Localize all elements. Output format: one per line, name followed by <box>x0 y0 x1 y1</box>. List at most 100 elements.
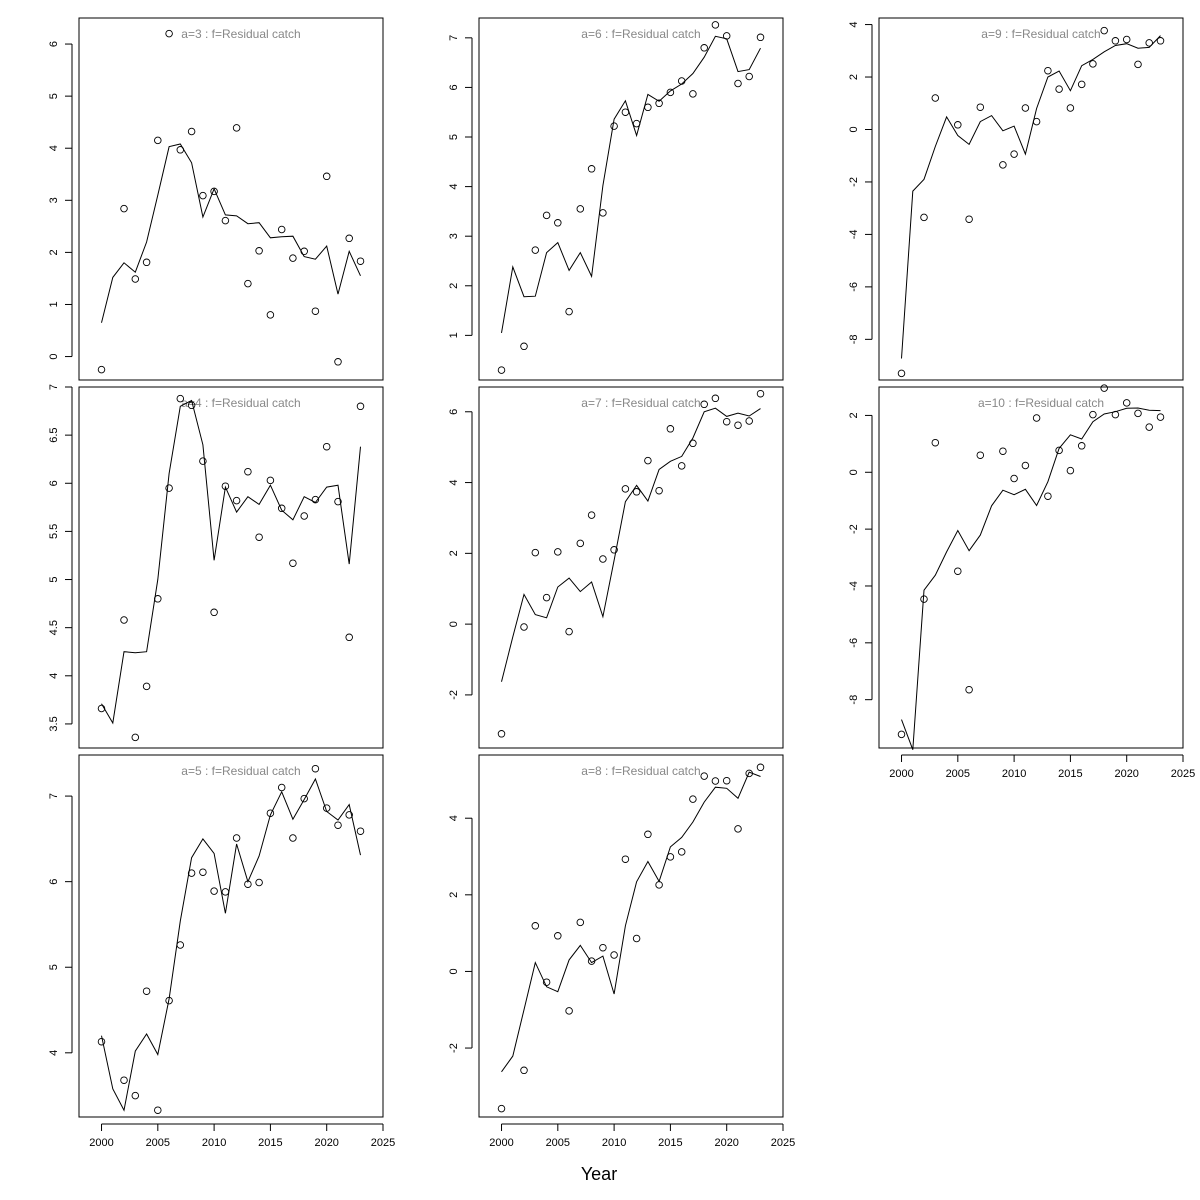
y-tick-label: 6 <box>448 84 460 90</box>
observed-point <box>576 539 585 548</box>
observed-point <box>289 834 297 842</box>
observed-point <box>131 1091 140 1100</box>
observed-point <box>154 595 162 603</box>
observed-point <box>176 941 185 949</box>
observed-point <box>677 462 686 470</box>
observed-point <box>142 987 151 995</box>
observed-point <box>277 783 286 792</box>
y-tick-label: 0 <box>48 353 60 359</box>
observed-point <box>266 809 275 817</box>
y-tick-label: 5 <box>48 964 60 970</box>
observed-point <box>976 451 985 459</box>
observed-point <box>542 211 551 220</box>
observed-point <box>345 234 353 243</box>
observed-point <box>666 853 675 861</box>
y-tick-label: 4 <box>448 479 460 485</box>
observed-point <box>542 978 551 986</box>
observed-point <box>142 682 151 691</box>
fitted-line <box>501 407 761 682</box>
plot-frame <box>78 17 384 381</box>
y-tick-label: 2 <box>448 892 460 898</box>
observed-point <box>266 311 275 319</box>
y-tick-label: -4 <box>848 581 860 591</box>
observed-point <box>1032 117 1041 126</box>
observed-point <box>999 447 1007 455</box>
y-tick-label: -8 <box>848 695 860 705</box>
observed-point <box>610 546 618 554</box>
y-tick-label: 5.5 <box>48 524 60 539</box>
plot-frame <box>78 754 384 1118</box>
panel-6: a=9 : f=Residual catch -8 -6 -4 -2 0 2 4 <box>848 17 1184 381</box>
x-tick-label: 2025 <box>771 1137 795 1149</box>
y-tick-label: 2 <box>448 550 460 556</box>
observed-point <box>756 33 765 42</box>
y-tick-label: 5 <box>48 93 60 99</box>
observed-point <box>1044 492 1052 500</box>
observed-point <box>300 247 308 256</box>
x-tick-label: 2010 <box>1002 768 1026 780</box>
observed-point <box>734 825 742 833</box>
plot-frame <box>78 386 384 749</box>
y-tick-label: 3 <box>448 233 460 239</box>
observed-point <box>531 246 540 254</box>
observed-point <box>621 485 630 493</box>
observed-point <box>531 922 540 930</box>
observed-point <box>1077 80 1086 89</box>
y-tick-label: 4 <box>448 184 460 190</box>
plot-frame <box>478 386 784 749</box>
observed-point <box>745 769 753 778</box>
observed-point <box>632 488 641 496</box>
observed-point <box>497 1104 506 1113</box>
y-tick-label: -8 <box>848 334 860 344</box>
fitted-line <box>101 399 361 725</box>
observed-point <box>1066 104 1075 112</box>
observed-point <box>931 438 940 447</box>
panel-2: a=5 : f=Residual catch 4 5 6 7 2000 2005 2010 20… <box>48 754 395 1149</box>
y-tick-label: 0 <box>848 469 860 475</box>
y-tick-label: 4.5 <box>48 620 60 635</box>
observed-point <box>1066 466 1075 475</box>
observed-point <box>554 932 562 940</box>
panel-title: a=9 : f=Residual catch <box>981 27 1100 41</box>
observed-point <box>187 401 196 410</box>
x-tick-label: 2025 <box>1171 768 1195 780</box>
observed-point <box>356 402 365 411</box>
y-tick-label: -6 <box>848 282 860 292</box>
observed-point <box>1122 35 1131 44</box>
observed-point <box>520 623 528 631</box>
observed-point <box>154 1106 162 1114</box>
x-tick-label: 2005 <box>546 1137 570 1149</box>
fitted-line <box>901 35 1161 359</box>
observed-point <box>756 763 765 772</box>
observed-point <box>120 616 128 624</box>
observed-point <box>1100 26 1108 35</box>
observed-point <box>520 1066 528 1075</box>
y-tick-label: 0 <box>448 968 460 974</box>
y-tick-label: 0 <box>848 126 860 132</box>
observed-point <box>255 247 263 255</box>
observed-point <box>165 484 173 492</box>
x-tick-label: 2025 <box>371 1137 395 1149</box>
observed-point <box>232 834 241 842</box>
observed-point <box>734 421 742 429</box>
y-tick-label: 4 <box>848 21 860 27</box>
y-tick-label: -2 <box>848 524 860 534</box>
observed-point <box>689 795 697 803</box>
observed-point <box>1134 409 1142 418</box>
panel-4: a=7 : f=Residual catch -2 0 2 4 6 <box>448 386 784 749</box>
observed-point <box>199 868 207 876</box>
y-tick-label: 6.5 <box>48 427 60 442</box>
observed-point <box>266 476 275 485</box>
fitted-line <box>901 407 1161 750</box>
y-tick-label: -6 <box>848 638 860 648</box>
y-tick-label: 3 <box>48 197 60 203</box>
observed-point <box>176 146 185 154</box>
observed-point <box>345 811 353 819</box>
observed-point <box>1021 461 1030 470</box>
observed-point <box>1077 442 1086 450</box>
panel-1: a=4 : f=Residual catch 3.5 4 4.5 5 5.5 6 6.5 7 <box>48 384 384 749</box>
plot-frame <box>878 17 1184 381</box>
observed-point <box>931 94 940 102</box>
